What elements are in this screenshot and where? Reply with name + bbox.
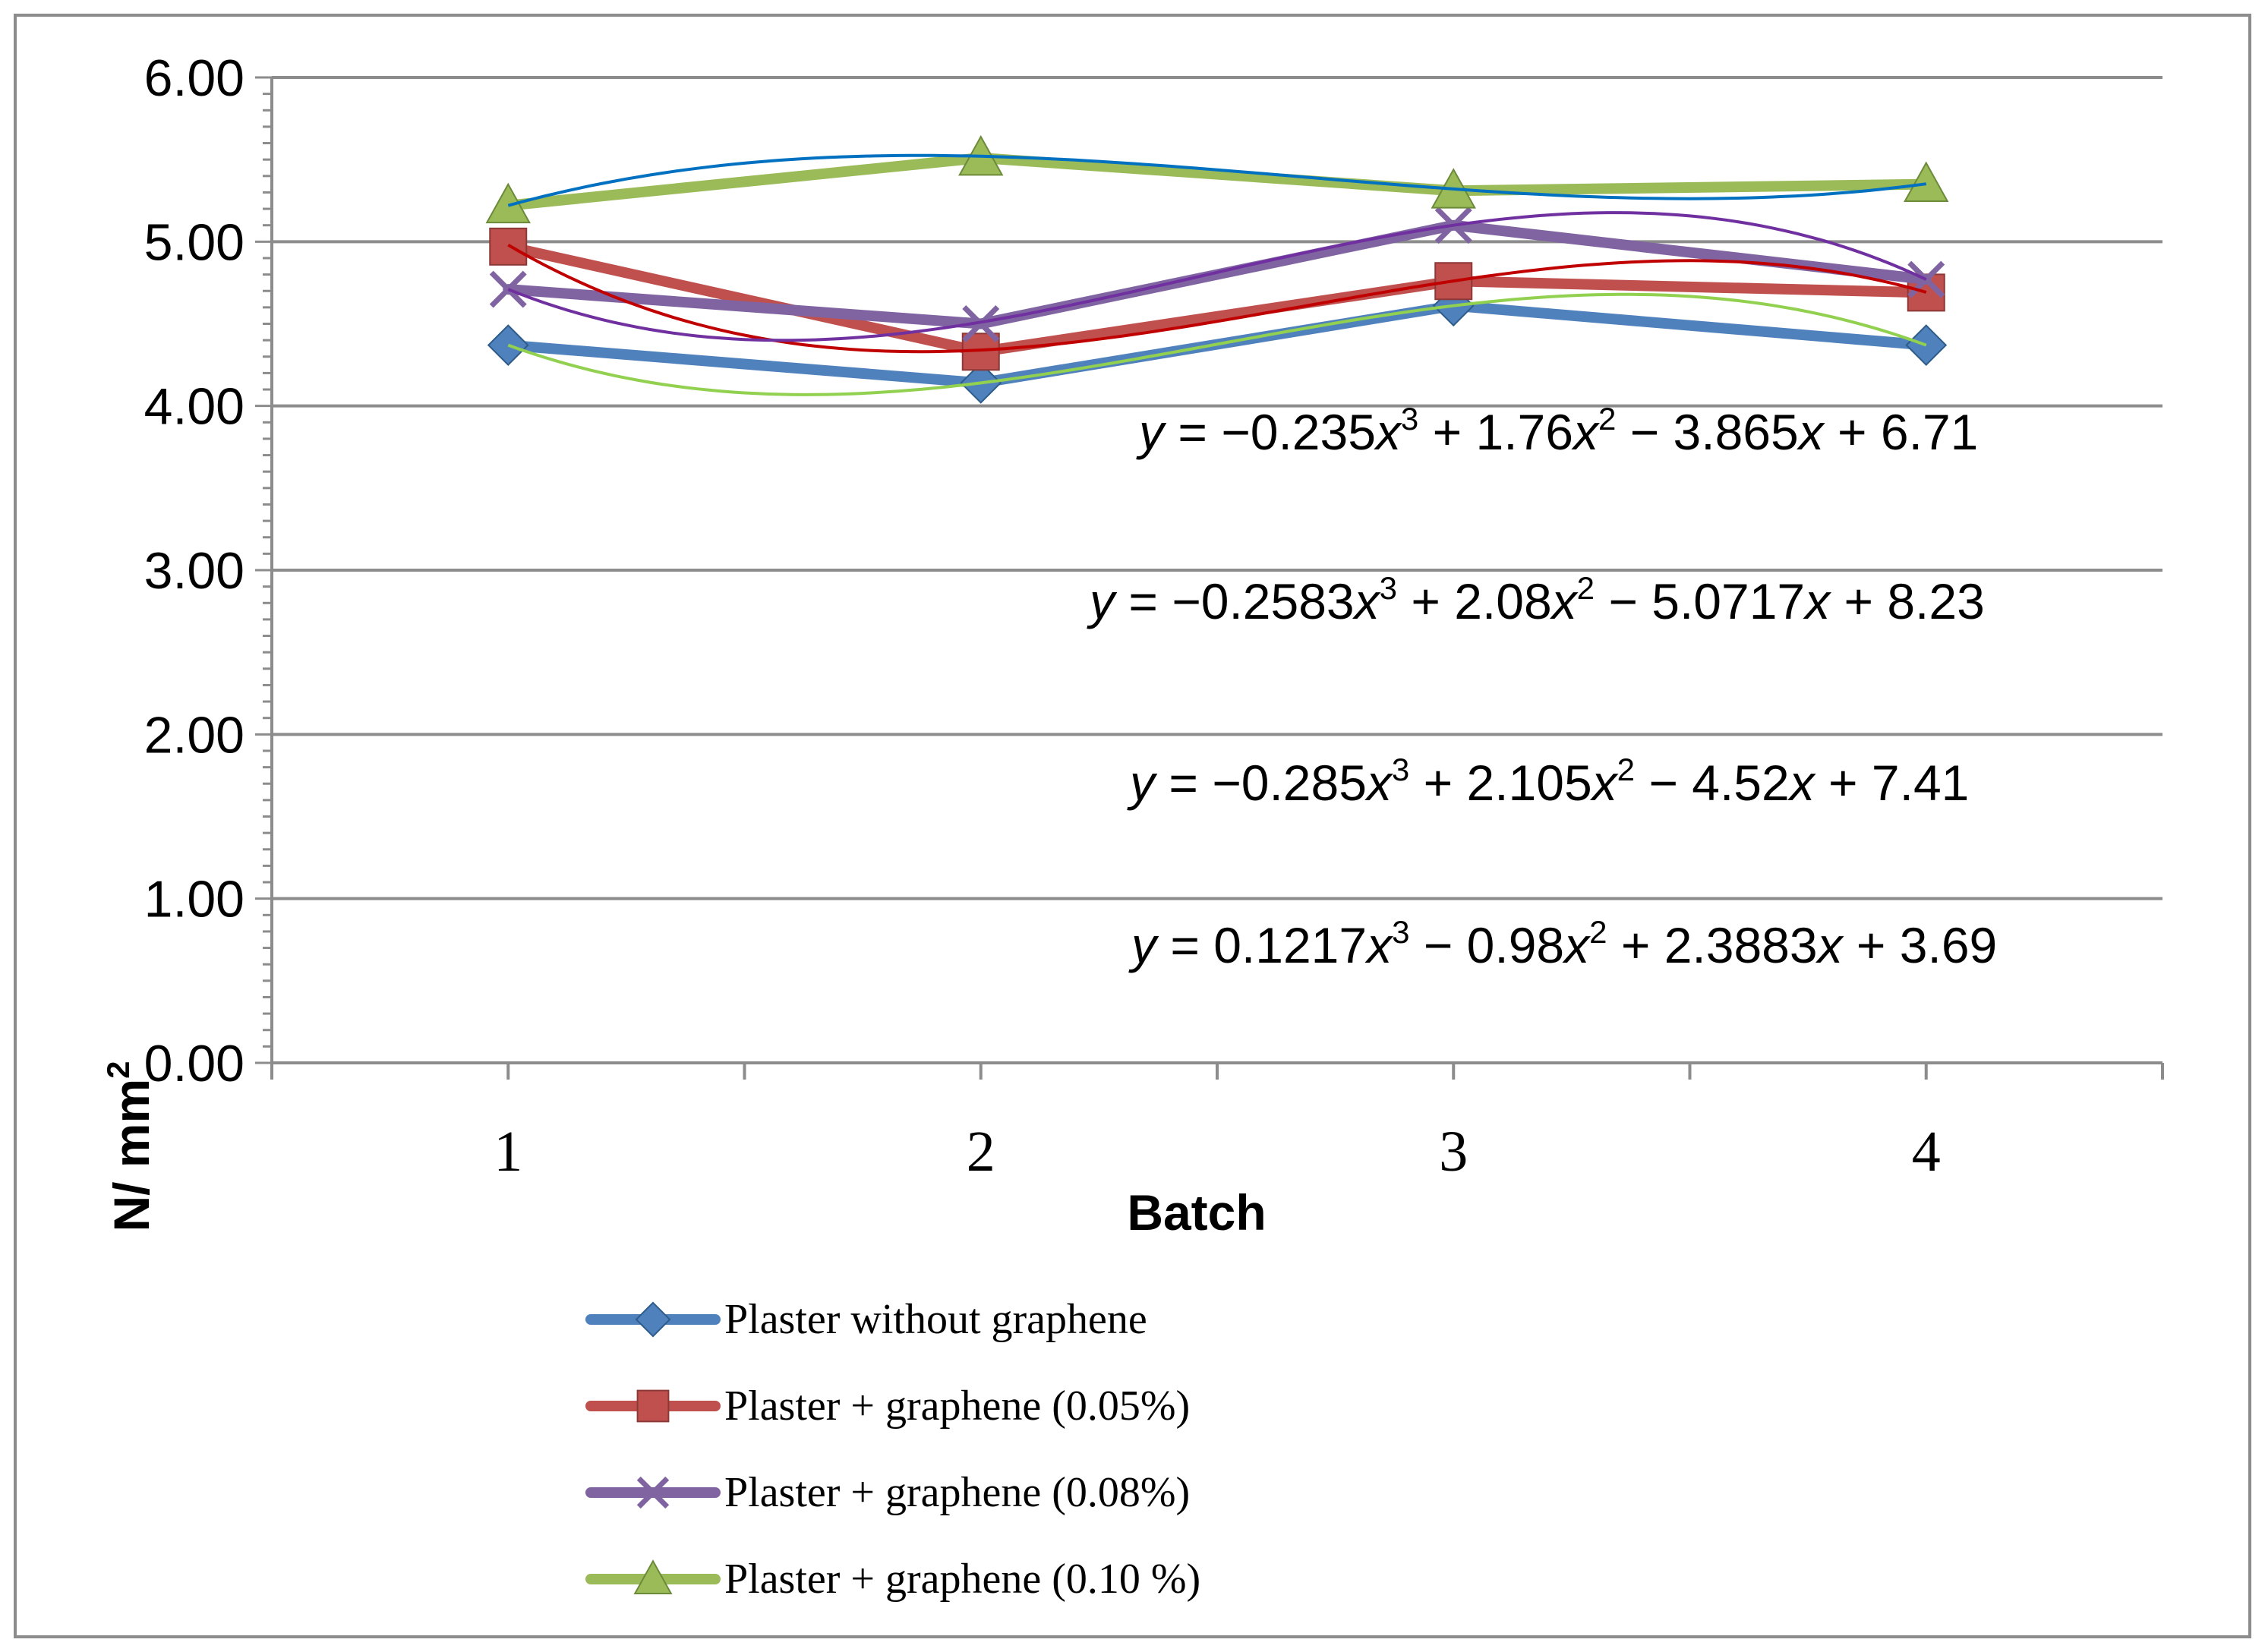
equation-part: + 7.41 — [1815, 755, 1970, 811]
equation-part: + 2.105 — [1409, 755, 1591, 811]
y-axis-title-superscript: 2 — [100, 1061, 136, 1078]
equation-part: x — [1374, 404, 1402, 460]
equation-part: + 2.08 — [1397, 573, 1552, 629]
triangle-marker — [633, 1559, 673, 1595]
y-tick-label: 3.00 — [144, 542, 244, 600]
equation-part: x — [1364, 917, 1393, 973]
equation-part: − 0.98 — [1409, 917, 1564, 973]
chart-frame — [14, 14, 2251, 1638]
diamond-marker — [487, 324, 529, 367]
y-tick-label: 0.00 — [144, 1035, 244, 1092]
equation-part: − 4.52 — [1635, 755, 1790, 811]
x-tick-label: 1 — [494, 1120, 522, 1184]
equation-part: 2 — [1589, 914, 1607, 950]
equation-part: x — [1803, 573, 1831, 629]
legend: Plaster without graphene Plaster + graphe… — [585, 1296, 1200, 1603]
equation-part: x — [1364, 755, 1393, 811]
equation-part: − 5.0717 — [1595, 573, 1805, 629]
equation-part: = −0.2583 — [1115, 573, 1355, 629]
equation-part: y — [1128, 917, 1159, 973]
equation-part: + 1.76 — [1418, 404, 1573, 460]
equation-part: = −0.285 — [1155, 755, 1367, 811]
equation-part: 3 — [1380, 570, 1397, 606]
series-3 — [489, 206, 1945, 342]
trend-equation-1: y = −0.235x3 + 1.76x2 − 3.865x + 6.71 — [1136, 401, 1978, 460]
equation-part: + 3.69 — [1843, 917, 1998, 973]
y-tick-label: 4.00 — [144, 378, 244, 436]
trend-equation-2: y = −0.2583x3 + 2.08x2 − 5.0717x + 8.23 — [1087, 570, 1985, 629]
equation-part: x — [1797, 404, 1825, 460]
equation-part: x — [1590, 755, 1619, 811]
y-axis-title: N/ mm2 — [100, 1061, 159, 1231]
x-marker — [962, 305, 1000, 342]
x-marker — [636, 1476, 670, 1509]
legend-item-2: Plaster + graphene (0.05%) — [585, 1382, 1190, 1430]
triangle-marker — [1904, 161, 1949, 203]
y-axis-title-unit: N/ mm — [103, 1079, 159, 1232]
series-line — [503, 219, 1932, 329]
trendline-2 — [507, 243, 1927, 354]
equation-part: y — [1127, 755, 1158, 811]
equation-part: + 2.3883 — [1607, 917, 1817, 973]
square-marker — [636, 1389, 670, 1423]
gridlines — [272, 76, 2162, 900]
equation-part: x — [1352, 573, 1381, 629]
x-tick-label: 3 — [1439, 1120, 1468, 1184]
legend-item-4: Plaster + graphene (0.10 %) — [585, 1556, 1200, 1603]
equation-part: x — [1550, 573, 1579, 629]
x-axis-title: Batch — [1127, 1184, 1266, 1241]
y-tick-label: 5.00 — [144, 213, 244, 271]
equation-part: x — [1571, 404, 1600, 460]
equation-part: + 8.23 — [1830, 573, 1985, 629]
trendlines — [507, 153, 1927, 396]
equation-part: y — [1087, 573, 1118, 629]
equation-part: 3 — [1392, 752, 1409, 787]
x-tick-labels: 1 2 3 4 — [494, 1120, 1941, 1184]
trend-equations: y = −0.235x3 + 1.76x2 − 3.865x + 6.71y =… — [1087, 401, 1997, 973]
legend-label: Plaster + graphene (0.05%) — [724, 1382, 1190, 1430]
series-line — [503, 241, 1932, 358]
trend-equation-3: y = −0.285x3 + 2.105x2 − 4.52x + 7.41 — [1127, 752, 1969, 811]
data-series — [485, 134, 1949, 404]
equation-part: − 3.865 — [1616, 404, 1798, 460]
equation-part: + 6.71 — [1824, 404, 1979, 460]
x-tick-label: 4 — [1912, 1120, 1941, 1184]
equation-part: = 0.1217 — [1156, 917, 1367, 973]
equation-part: 2 — [1617, 752, 1635, 787]
legend-label: Plaster + graphene (0.10 %) — [724, 1556, 1200, 1603]
trendline-4 — [507, 292, 1927, 396]
equation-part: x — [1815, 917, 1844, 973]
y-tick-label: 1.00 — [144, 871, 244, 928]
legend-item-1: Plaster without graphene — [585, 1296, 1147, 1343]
series-line — [503, 153, 1932, 211]
x-tick-label: 2 — [967, 1120, 995, 1184]
legend-item-3: Plaster + graphene (0.08%) — [585, 1469, 1190, 1516]
equation-part: 2 — [1598, 401, 1616, 437]
equation-part: 3 — [1392, 914, 1409, 950]
y-tick-labels: 0.00 1.00 2.00 3.00 4.00 5.00 6.00 — [144, 49, 244, 1092]
equation-part: 3 — [1401, 401, 1418, 437]
diamond-marker — [635, 1301, 671, 1338]
axes — [255, 76, 2164, 1080]
y-tick-label: 6.00 — [144, 49, 244, 107]
equation-part: 2 — [1577, 570, 1595, 606]
trendline-1 — [507, 153, 1927, 207]
equation-part: x — [1787, 755, 1816, 811]
x-marker — [489, 270, 527, 308]
legend-label: Plaster + graphene (0.08%) — [724, 1469, 1190, 1516]
legend-label: Plaster without graphene — [724, 1296, 1147, 1343]
trend-equation-4: y = 0.1217x3 − 0.98x2 + 2.3883x + 3.69 — [1128, 914, 1997, 973]
equation-part: x — [1562, 917, 1591, 973]
equation-part: y — [1136, 404, 1167, 460]
series-4 — [485, 134, 1949, 224]
y-tick-label: 2.00 — [144, 706, 244, 764]
trendline-3 — [507, 211, 1927, 342]
equation-part: = −0.235 — [1164, 404, 1376, 460]
